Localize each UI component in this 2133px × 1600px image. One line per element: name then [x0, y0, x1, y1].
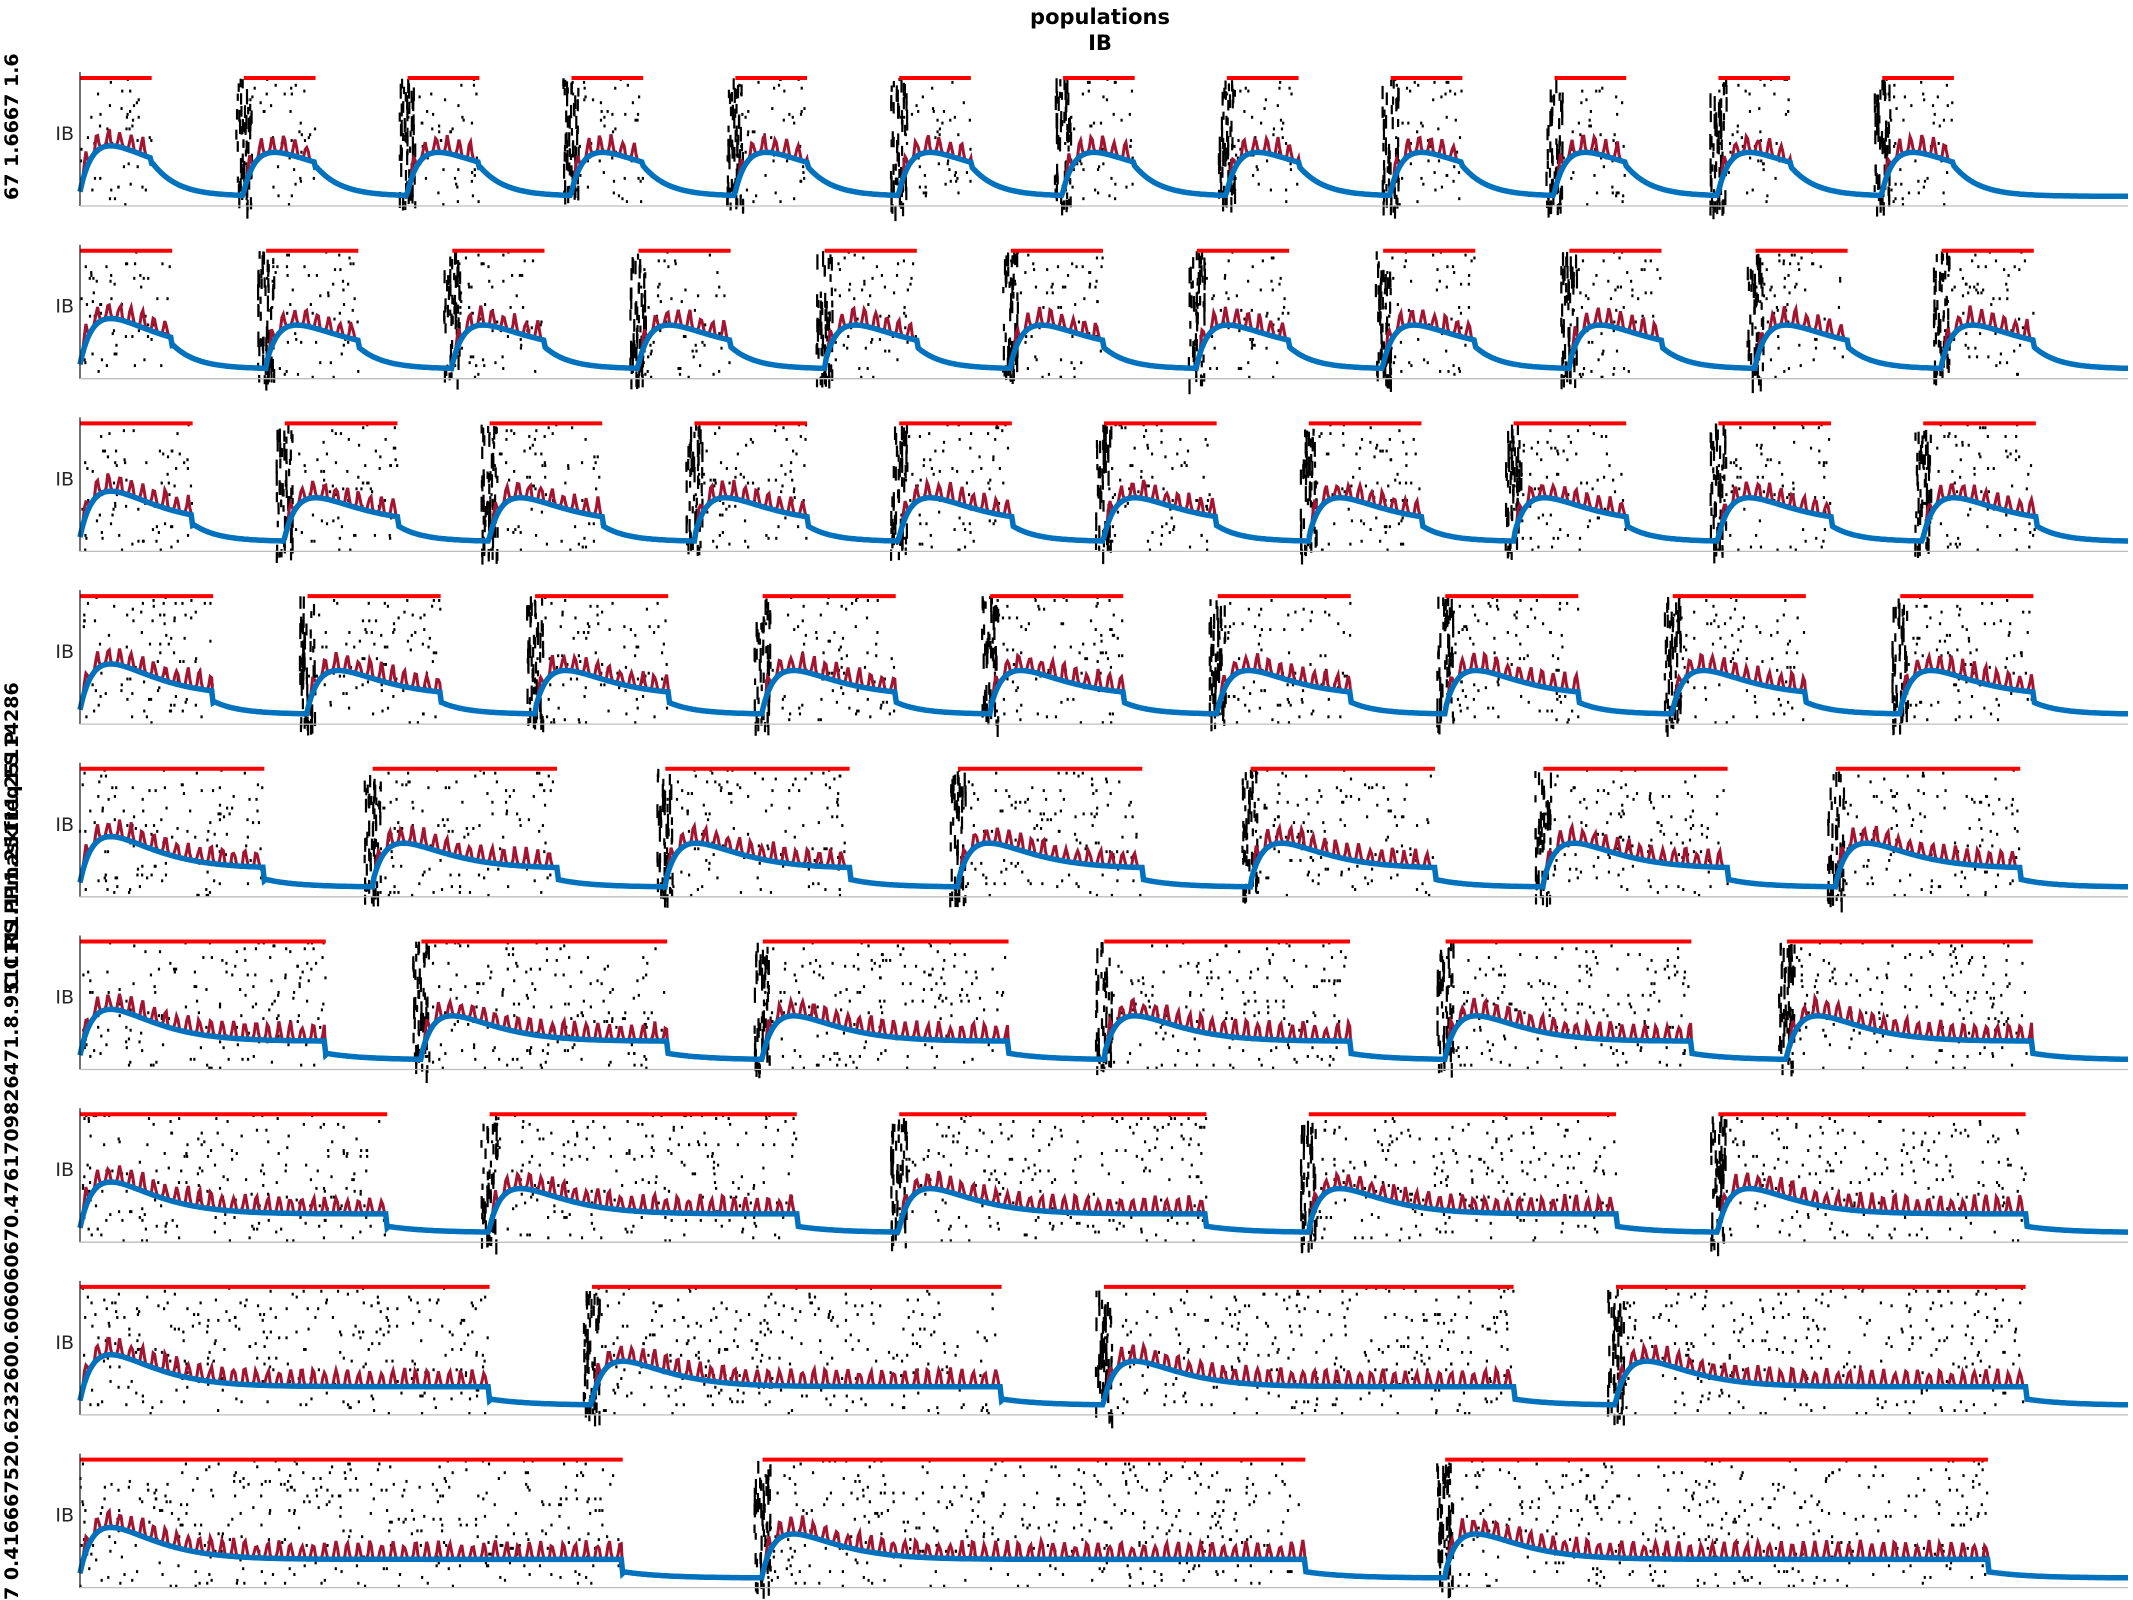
- panel-4: IB: [55, 590, 2128, 737]
- raster-group: [82, 596, 2033, 737]
- ytick-label: IB: [55, 468, 74, 490]
- raster-group: [80, 250, 2035, 395]
- figure-title-line2: IB: [1088, 31, 1112, 55]
- panel-3: IB: [55, 417, 2128, 565]
- blue-trace: [77, 488, 2128, 544]
- ytick-label: IB: [55, 123, 74, 145]
- ytick-label: IB: [55, 296, 74, 318]
- raster-group: [81, 423, 2036, 565]
- left-label-vary: C C RS PPmaskfreq FS P: [1, 732, 23, 990]
- panel-1: IB: [55, 72, 2128, 222]
- left-label-top: 67 1.6667 1.6: [1, 53, 23, 200]
- figure-title-line1: populations: [1030, 5, 1170, 29]
- red-trace: [78, 301, 2128, 370]
- left-label-values: 7 0.416667520.6232600.606060670.47617098…: [1, 682, 23, 1600]
- raster-group: [79, 78, 1954, 222]
- blue-trace: [77, 315, 2128, 372]
- blue-trace: [77, 143, 2128, 200]
- panel-2: IB: [55, 244, 2128, 395]
- left-label-column: 7 0.416667520.6232600.606060670.47617098…: [1, 53, 23, 1600]
